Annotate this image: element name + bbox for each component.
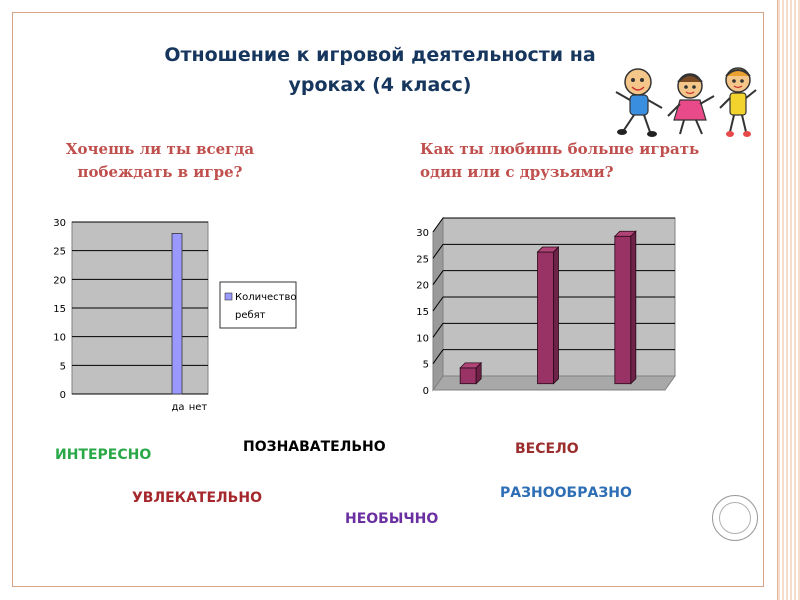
chart2-bar [459, 367, 477, 385]
question-2-line2: один или с друзьями? [420, 163, 614, 181]
chart1-legend-label: Количество [235, 292, 297, 303]
word-uvlekatelno: УВЛЕКАТЕЛЬНО [132, 490, 262, 506]
word-veselo: ВЕСЕЛО [515, 441, 579, 457]
kid-3-figure [719, 67, 757, 137]
decorative-circle [712, 495, 758, 541]
chart1-y-tick-label: 5 [60, 361, 66, 372]
chart1-bar [171, 233, 183, 395]
question-2-line1: Как ты любишь больше играть [420, 140, 700, 158]
slide-title-line1: Отношение к игровой деятельности на [164, 44, 596, 66]
chart2-y-tick-label: 10 [416, 333, 429, 344]
chart2-gridline-side [432, 270, 444, 285]
question-1-line1: Хочешь ли ты всегда [65, 140, 255, 158]
chart1-legend-swatch [224, 292, 233, 301]
chart1-y-tick-label: 0 [60, 390, 66, 401]
chart1-y-tick-label: 25 [53, 247, 66, 258]
chart2-y-tick-label: 20 [416, 281, 429, 292]
chart2-y-tick-label: 5 [423, 360, 429, 371]
chart-win-always: 0 5 10 15 20 25 30 да нет Количество ребят [53, 218, 297, 413]
chart2-bar-side [630, 230, 637, 385]
question-1-line2: побеждать в игре? [77, 163, 243, 181]
chart2-gridline-side [432, 217, 444, 233]
chart2-gridline-side [432, 323, 444, 338]
chart2-y-tick-label: 15 [416, 307, 429, 318]
question-1: Хочешь ли ты всегда побеждать в игре? [40, 138, 280, 184]
chart2-y-tick-label: 30 [416, 228, 429, 239]
chart2-gridline-side [432, 244, 444, 259]
chart1-y-tick-label: 10 [53, 333, 66, 344]
word-raznoobrazno: РАЗНООБРАЗНО [500, 485, 632, 501]
kid-2-figure [667, 73, 715, 135]
chart2-bar-side [475, 361, 482, 385]
chart2-y-tick-label: 0 [423, 386, 429, 397]
slide-title-line2: уроках (4 класс) [288, 74, 472, 96]
slide-title: Отношение к игровой деятельности на урок… [120, 40, 640, 100]
chart1-x-tick-label: нет [189, 402, 208, 413]
chart2-bar-side [553, 246, 559, 385]
chart1-x-tick-label: да [171, 402, 184, 413]
chart2-bar [614, 235, 632, 385]
kid-1-figure [615, 68, 663, 137]
chart1-y-tick-label: 20 [53, 275, 66, 286]
slide-border-decoration [777, 0, 800, 600]
word-neobychno: НЕОБЫЧНО [345, 511, 439, 527]
chart2-bar [537, 251, 554, 385]
question-2: Как ты любишь больше играть один или с д… [420, 138, 750, 184]
dancing-kids-illustration [615, 67, 757, 137]
word-poznavatelno: ПОЗНАВАТЕЛЬНО [243, 439, 386, 455]
chart2-y-tick-label: 25 [416, 254, 429, 265]
word-interesno: ИНТЕРЕСНО [55, 447, 152, 463]
chart-play-alone-or-friends: 0 5 10 15 20 25 30 [416, 216, 676, 397]
chart2-gridline-side [432, 349, 444, 364]
chart2-gridline-side [432, 296, 444, 312]
chart1-y-tick-label: 15 [53, 304, 66, 315]
slide-frame [12, 12, 764, 587]
chart1-legend-label: ребят [235, 310, 266, 321]
chart1-y-tick-label: 30 [53, 218, 66, 229]
chart1-legend [219, 281, 297, 329]
